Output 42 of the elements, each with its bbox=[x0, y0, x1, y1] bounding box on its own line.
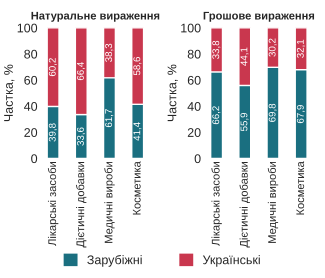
x-tick-label: Дієтичні добавки bbox=[76, 162, 86, 248]
data-label: 38,3 bbox=[105, 44, 114, 62]
data-label: 30,2 bbox=[268, 38, 277, 57]
data-label: 41,4 bbox=[133, 122, 142, 141]
x-tick-label: Медичні вироби bbox=[104, 162, 115, 243]
y-tick-label: 60 bbox=[24, 76, 38, 85]
y-tick-label: 80 bbox=[188, 50, 201, 59]
y-tick-label: 40 bbox=[24, 102, 38, 111]
data-label: 39,8 bbox=[48, 123, 57, 142]
x-tick-label: Лікарські засоби bbox=[48, 162, 58, 246]
data-label: 58,6 bbox=[133, 57, 142, 76]
data-label: 32,1 bbox=[296, 40, 305, 58]
y-tick-label: 80 bbox=[24, 50, 38, 59]
x-tick-label: Медичні вироби bbox=[268, 162, 278, 243]
x-tick-label: Косметика bbox=[296, 161, 304, 215]
data-label: 61,7 bbox=[105, 109, 114, 128]
legend-label: Українські bbox=[202, 255, 260, 267]
y-axis-title: Частка, % bbox=[4, 64, 14, 122]
data-label: 33,8 bbox=[212, 40, 220, 59]
x-tick-label: Дієтичні добавки bbox=[240, 162, 250, 248]
data-label: 44,1 bbox=[240, 48, 249, 66]
chart-title: Грошове вираження bbox=[204, 12, 314, 22]
y-tick-label: 100 bbox=[18, 24, 38, 32]
data-label: 67,9 bbox=[296, 105, 305, 124]
chart-title: Натуральне вираження bbox=[32, 12, 160, 22]
y-tick-label: 20 bbox=[188, 128, 201, 137]
y-axis-title: Частка, % bbox=[168, 64, 178, 122]
data-label: 66,2 bbox=[212, 106, 220, 124]
data-label: 33,6 bbox=[77, 127, 86, 146]
y-tick-label: 40 bbox=[187, 102, 201, 111]
data-label: 69,8 bbox=[268, 104, 277, 122]
data-label: 66,4 bbox=[77, 62, 86, 80]
x-tick-label: Косметика bbox=[132, 161, 141, 215]
y-tick-label: 0 bbox=[194, 154, 201, 164]
data-label: 60,2 bbox=[48, 58, 57, 76]
data-label: 55,9 bbox=[240, 112, 249, 132]
legend-label: Зарубіжні bbox=[87, 254, 142, 267]
y-tick-label: 100 bbox=[181, 24, 201, 32]
x-tick-label: Лікарські засоби bbox=[211, 162, 222, 246]
y-tick-label: 60 bbox=[188, 76, 201, 85]
y-tick-label: 0 bbox=[31, 154, 38, 164]
y-tick-label: 20 bbox=[24, 128, 38, 137]
